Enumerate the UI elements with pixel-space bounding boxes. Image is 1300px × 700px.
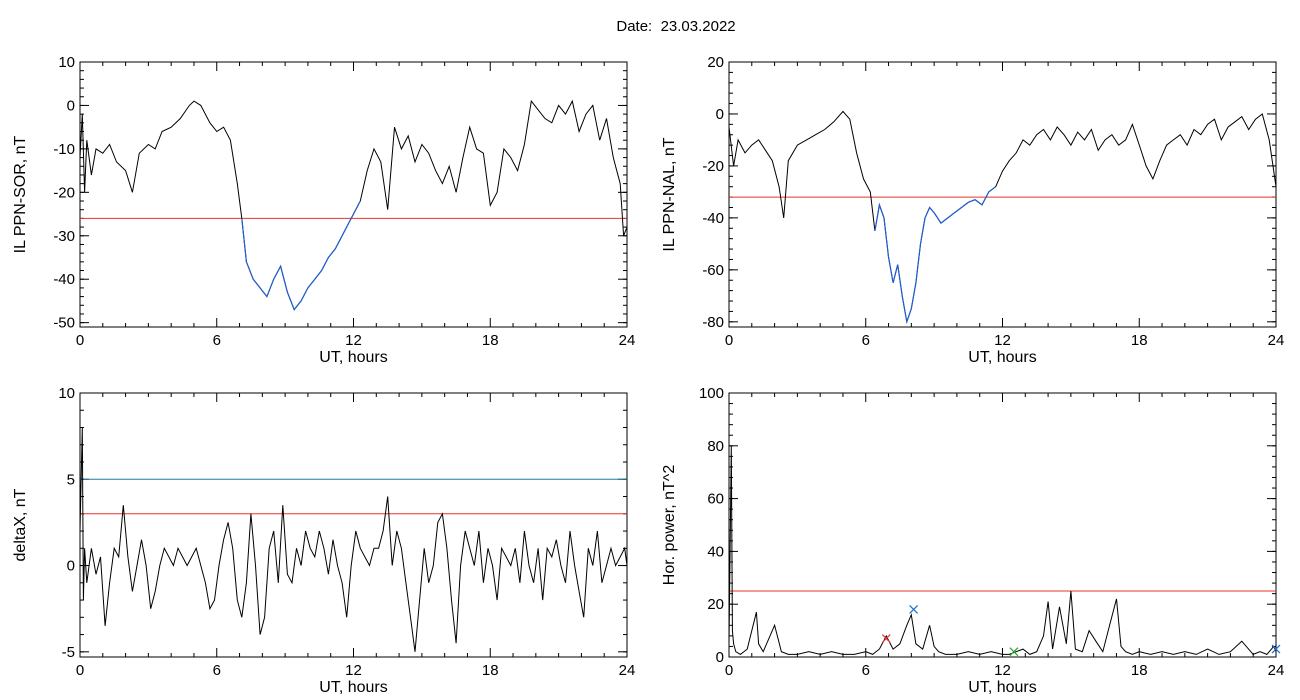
chart-power-ylabel: Hor. power, nT^2 (661, 465, 678, 586)
chart-deltax-xtick-label: 24 (619, 662, 636, 679)
chart-nal-ytick-label: -40 (702, 210, 724, 227)
chart-sor-ylabel: IL PPN-SOR, nT (12, 135, 29, 253)
chart-date-header: Date: 23.03.2022 (0, 18, 1300, 35)
chart-power-peak-marker (1271, 644, 1281, 654)
chart-power-xtick-label: 6 (862, 662, 870, 679)
chart-sor-xtick-label: 0 (76, 332, 84, 349)
chart-sor-ytick-label: 0 (67, 97, 75, 114)
chart-sor-ytick-label: -40 (53, 271, 75, 288)
chart-sor-xtick-label: 12 (345, 332, 362, 349)
chart-power-ytick-label: 60 (707, 491, 724, 508)
date-value: 23.03.2022 (660, 18, 736, 35)
chart-nal-xtick-label: 0 (725, 332, 733, 349)
chart-nal-xlabel: UT, hours (968, 349, 1036, 366)
chart-power-ytick-label: 40 (707, 543, 724, 560)
chart-power-ytick-label: 100 (699, 385, 724, 402)
chart-deltax-xlabel: UT, hours (319, 679, 387, 696)
chart-power-series-line (728, 445, 1277, 656)
chart-nal-xtick-label: 6 (862, 332, 870, 349)
chart-sor-series-line (79, 99, 628, 311)
chart-deltax-ytick-label: 10 (58, 385, 75, 402)
chart-power-xtick-label: 12 (994, 662, 1011, 679)
chart-sor-xlabel: UT, hours (319, 349, 387, 366)
chart-nal-ytick-label: 0 (716, 106, 724, 123)
chart-sor-ytick-label: 10 (58, 54, 75, 71)
chart-nal-frame (728, 61, 1277, 328)
chart-power-frame (728, 392, 1277, 658)
chart-sor-xtick-label: 6 (213, 332, 221, 349)
chart-sor-frame (79, 61, 628, 328)
chart-deltax-ytick-label: -5 (62, 644, 75, 661)
chart-sor-ytick-label: -30 (53, 228, 75, 245)
chart-nal-ytick-label: -60 (702, 262, 724, 279)
chart-power-xtick-label: 0 (725, 662, 733, 679)
chart-power-ytick-label: 20 (707, 596, 724, 613)
chart-deltax-xtick-label: 18 (482, 662, 499, 679)
chart-deltax-ylabel: deltaX, nT (12, 488, 29, 561)
chart-power-xlabel: UT, hours (968, 679, 1036, 696)
chart-power-xtick-label: 24 (1268, 662, 1285, 679)
chart-power-peak-marker (909, 605, 919, 614)
chart-nal-ytick-label: -20 (702, 158, 724, 175)
chart-deltax-series-line (79, 427, 628, 652)
chart-sor-ytick-label: -20 (53, 184, 75, 201)
chart-nal-series-below-threshold (874, 186, 997, 325)
chart-power-xtick-label: 18 (1131, 662, 1148, 679)
chart-sor-xtick-label: 18 (482, 332, 499, 349)
chart-nal-xtick-label: 18 (1131, 332, 1148, 349)
chart-power-ytick-label: 80 (707, 438, 724, 455)
chart-sor-xtick-label: 24 (619, 332, 636, 349)
chart-sor-series-below-threshold (241, 200, 361, 311)
chart-deltax-frame (79, 392, 628, 658)
chart-deltax-ytick-label: 5 (67, 471, 75, 488)
chart-power-ytick-label: 0 (716, 649, 724, 666)
chart-deltax-xtick-label: 12 (345, 662, 362, 679)
chart-nal-series-line (728, 110, 1277, 324)
chart-nal-xtick-label: 12 (994, 332, 1011, 349)
chart-nal-ytick-label: -80 (702, 314, 724, 331)
chart-deltax-xtick-label: 6 (213, 662, 221, 679)
chart-power-peak-marker (1009, 647, 1019, 657)
chart-nal-ylabel: IL PPN-NAL, nT (661, 137, 678, 251)
chart-deltax-ytick-label: 0 (67, 558, 75, 575)
chart-sor-ytick-label: -10 (53, 141, 75, 158)
chart-power-peak-marker (881, 634, 891, 643)
date-label: Date: (616, 18, 653, 35)
chart-nal-xtick-label: 24 (1268, 332, 1285, 349)
chart-sor-ytick-label: -50 (53, 315, 75, 332)
chart-nal-ytick-label: 20 (707, 54, 724, 71)
chart-deltax-xtick-label: 0 (76, 662, 84, 679)
